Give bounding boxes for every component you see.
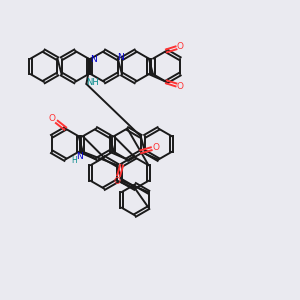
Text: N: N xyxy=(76,152,83,161)
Text: N: N xyxy=(117,53,124,62)
Text: O: O xyxy=(49,114,56,123)
Text: O: O xyxy=(152,143,159,152)
Text: O: O xyxy=(177,42,184,51)
Text: NH: NH xyxy=(87,78,99,87)
Text: H: H xyxy=(71,156,77,165)
Text: O: O xyxy=(114,177,121,186)
Text: N: N xyxy=(90,55,97,64)
Text: O: O xyxy=(177,82,184,91)
